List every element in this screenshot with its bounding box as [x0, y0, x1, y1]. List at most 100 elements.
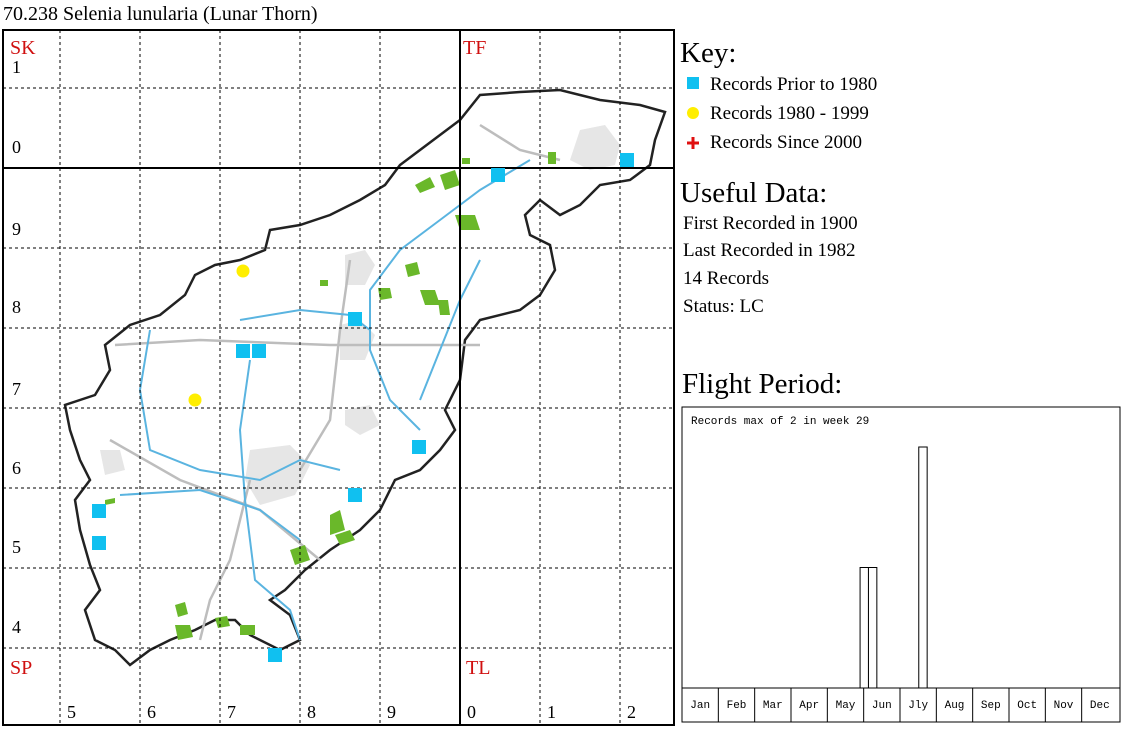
month-label: Feb	[727, 700, 747, 712]
record-pre-1980	[252, 344, 266, 358]
key-symbol	[687, 137, 699, 149]
town	[245, 445, 310, 505]
river	[419, 259, 481, 401]
key-item: Records Prior to 1980	[710, 74, 877, 95]
towns	[100, 125, 620, 505]
month-label: Sep	[981, 700, 1001, 712]
record-pre-1980	[620, 153, 634, 167]
easting-label: 7	[227, 702, 236, 722]
month-label: May	[836, 700, 856, 712]
easting-label: 5	[67, 702, 76, 722]
river	[238, 359, 301, 641]
month-label: Apr	[799, 700, 819, 712]
county-outline	[63, 88, 667, 667]
river	[369, 159, 531, 431]
square-label: SP	[10, 657, 32, 679]
river	[119, 488, 301, 541]
northing-label: 5	[12, 537, 21, 557]
flight-chart-frame	[681, 406, 1121, 723]
northing-label: 0	[12, 137, 21, 157]
wood	[438, 300, 450, 315]
easting-label: 8	[307, 702, 316, 722]
record-pre-1980	[236, 344, 250, 358]
woodland	[105, 152, 556, 640]
page-title: 70.238 Selenia lunularia (Lunar Thorn)	[3, 3, 318, 25]
road	[114, 338, 480, 347]
easting-label: 9	[387, 702, 396, 722]
wood	[548, 152, 556, 164]
road	[479, 123, 561, 162]
month-label: Jan	[690, 700, 710, 712]
town	[345, 250, 375, 285]
road	[298, 259, 352, 471]
town	[345, 405, 380, 435]
wood	[105, 498, 115, 505]
record-pre-1980	[92, 536, 106, 550]
key-item: Records Since 2000	[710, 132, 862, 153]
northing-label: 7	[12, 379, 21, 399]
wood	[415, 177, 435, 193]
month-label: Dec	[1090, 700, 1110, 712]
town	[570, 125, 620, 170]
wood	[330, 510, 345, 535]
northing-label: 9	[12, 219, 21, 239]
northing-label: 6	[12, 458, 21, 478]
northing-label: 1	[12, 57, 21, 77]
useful-data-line: Status: LC	[683, 296, 764, 317]
wood	[215, 616, 230, 628]
record-pre-1980	[348, 312, 362, 326]
wood	[175, 625, 193, 640]
wood	[462, 158, 470, 164]
useful-data-title: Useful Data:	[680, 177, 827, 209]
wood	[175, 602, 188, 617]
useful-data-line: 14 Records	[683, 268, 769, 289]
records	[92, 153, 634, 662]
month-label: Jun	[872, 700, 892, 712]
grid	[3, 30, 674, 725]
wood	[405, 262, 420, 277]
northing-label: 8	[12, 297, 21, 317]
record-pre-1980	[412, 440, 426, 454]
bar	[918, 446, 928, 689]
square-label: SK	[10, 37, 36, 59]
record-1980-1999	[188, 393, 202, 407]
record-1980-1999	[236, 264, 250, 278]
wood	[320, 280, 328, 286]
wood	[240, 625, 255, 635]
useful-data-line: Last Recorded in 1982	[683, 240, 856, 261]
easting-label: 2	[627, 702, 636, 722]
month-label: Oct	[1017, 700, 1037, 712]
flight-period-title: Flight Period:	[682, 368, 842, 400]
key-symbol	[687, 107, 699, 119]
record-pre-1980	[348, 488, 362, 502]
northing-label: 4	[12, 617, 21, 637]
easting-label: 1	[547, 702, 556, 722]
month-label: Mar	[763, 700, 783, 712]
wood	[378, 288, 392, 300]
record-pre-1980	[268, 648, 282, 662]
key-symbol	[687, 77, 699, 89]
record-pre-1980	[92, 504, 106, 518]
month-label: Nov	[1054, 700, 1074, 712]
town	[340, 320, 375, 360]
wood	[420, 290, 440, 305]
square-label: TF	[463, 37, 486, 59]
flight-chart: Jan Feb Mar Apr May Jun Jly Aug Sep Oct Nov Dec	[681, 446, 1110, 722]
wood	[455, 215, 480, 230]
flight-annotation: Records max of 2 in week 29	[691, 416, 869, 428]
record-pre-1980	[491, 168, 505, 182]
wood	[440, 170, 460, 190]
month-label: Aug	[945, 700, 965, 712]
key-title: Key:	[680, 37, 736, 69]
bar	[867, 567, 878, 689]
bar	[859, 567, 869, 689]
wood	[335, 530, 355, 545]
month-label: Jly	[908, 700, 928, 712]
useful-data-line: First Recorded in 1900	[683, 213, 858, 234]
easting-label: 0	[467, 702, 476, 722]
road	[198, 479, 252, 641]
square-label: TL	[466, 657, 490, 679]
